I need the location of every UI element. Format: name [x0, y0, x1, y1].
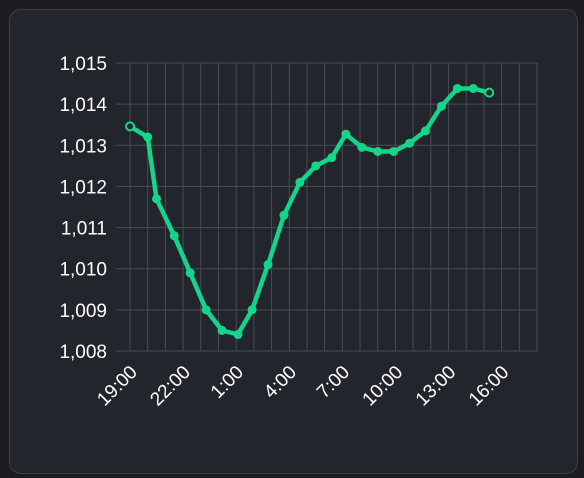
data-point [421, 126, 431, 136]
x-tick-label: 19:00 [93, 362, 141, 410]
data-point [152, 194, 162, 204]
data-point [327, 153, 337, 163]
y-axis: 1,008 1,009 1,010 1,011 1,012 1,013 1,014 1,015 [59, 54, 107, 363]
data-point [295, 177, 305, 187]
series-line [127, 86, 492, 337]
y-tick-label: 1,012 [59, 177, 107, 198]
x-tick-label: 4:00 [260, 362, 301, 403]
data-point [405, 138, 415, 148]
data-point [125, 121, 135, 132]
data-point [263, 260, 273, 270]
y-tick-label: 1,009 [59, 301, 107, 322]
data-point [341, 129, 351, 139]
data-point [217, 325, 227, 335]
data-point [452, 84, 462, 94]
grid [116, 62, 538, 352]
y-tick-label: 1,015 [59, 54, 107, 75]
y-tick-label: 1,013 [59, 136, 107, 157]
data-point [389, 146, 399, 156]
data-point [357, 142, 367, 152]
data-point [247, 305, 257, 315]
y-tick-label: 1,008 [59, 342, 107, 363]
data-point [201, 305, 211, 315]
x-tick-label: 13:00 [412, 362, 460, 410]
x-tick-label: 10:00 [359, 362, 407, 410]
y-tick-label: 1,014 [59, 95, 107, 116]
data-point [169, 231, 179, 241]
data-point [311, 161, 321, 171]
data-point [233, 330, 243, 340]
data-point [436, 101, 446, 111]
data-point [143, 132, 153, 142]
data-point [373, 146, 383, 156]
x-tick-label: 7:00 [313, 362, 354, 403]
data-point [484, 87, 495, 98]
y-tick-label: 1,010 [59, 260, 107, 281]
data-point [468, 84, 478, 94]
y-tick-label: 1,011 [61, 219, 107, 240]
data-point [185, 268, 195, 278]
x-axis: 19:00 22:00 1:00 4:00 7:00 10:00 13:00 16:00 [93, 362, 513, 410]
x-tick-label: 1:00 [207, 362, 248, 403]
series [125, 84, 495, 340]
x-tick-label: 22:00 [146, 362, 194, 410]
chart-card [9, 9, 578, 474]
data-point [279, 210, 289, 220]
x-tick-label: 16:00 [465, 362, 513, 410]
